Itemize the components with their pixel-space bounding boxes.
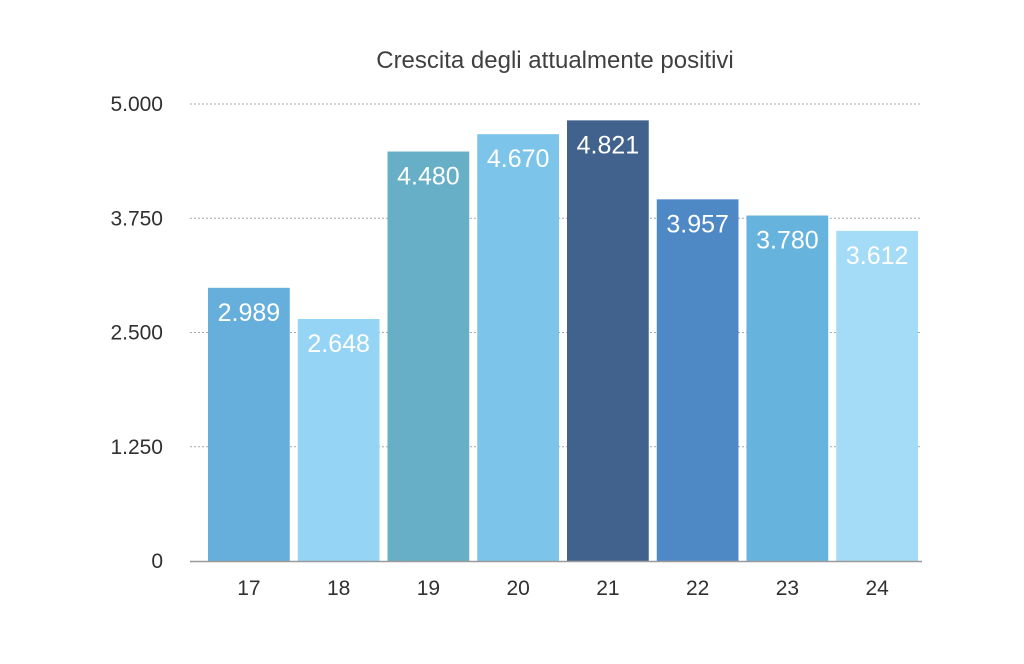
bar-17 bbox=[208, 287, 290, 561]
x-tick-label: 24 bbox=[865, 577, 889, 600]
y-axis-tick-labels: 0 1.250 2.500 3.750 5.000 bbox=[110, 93, 163, 573]
y-tick-label: 0 bbox=[151, 550, 163, 573]
bar-24 bbox=[836, 230, 918, 561]
data-label: 2.648 bbox=[307, 330, 370, 358]
bar-23 bbox=[746, 215, 829, 561]
y-tick-label: 1.250 bbox=[110, 436, 163, 459]
data-label: 4.480 bbox=[397, 163, 460, 191]
y-tick-label: 5.000 bbox=[110, 93, 163, 116]
bar-19 bbox=[387, 151, 470, 561]
y-tick-label: 2.500 bbox=[110, 322, 163, 345]
bar-20 bbox=[477, 134, 559, 562]
x-tick-label: 22 bbox=[686, 577, 709, 600]
x-tick-label: 18 bbox=[327, 577, 350, 600]
data-label: 3.780 bbox=[756, 227, 819, 255]
bars bbox=[208, 120, 918, 562]
bar-18 bbox=[297, 318, 380, 561]
data-label: 3.612 bbox=[846, 242, 909, 270]
chart-title: Crescita degli attualmente positivi bbox=[376, 47, 734, 74]
y-tick-label: 3.750 bbox=[110, 207, 163, 230]
x-tick-label: 23 bbox=[776, 577, 799, 600]
bar-22 bbox=[656, 199, 739, 561]
x-axis-tick-labels: 17 18 19 20 21 22 23 24 bbox=[237, 577, 889, 600]
x-tick-label: 19 bbox=[417, 577, 440, 600]
x-tick-label: 17 bbox=[237, 577, 260, 600]
data-label: 2.989 bbox=[218, 299, 281, 327]
data-labels: 2.989 2.648 4.480 4.670 4.821 3.957 3.780 3.612 bbox=[218, 131, 909, 358]
x-tick-label: 21 bbox=[596, 577, 619, 600]
data-label: 4.821 bbox=[577, 131, 640, 159]
x-tick-label: 20 bbox=[506, 577, 529, 600]
data-label: 3.957 bbox=[666, 210, 729, 238]
bar-21 bbox=[567, 120, 649, 562]
data-label: 4.670 bbox=[487, 145, 550, 173]
